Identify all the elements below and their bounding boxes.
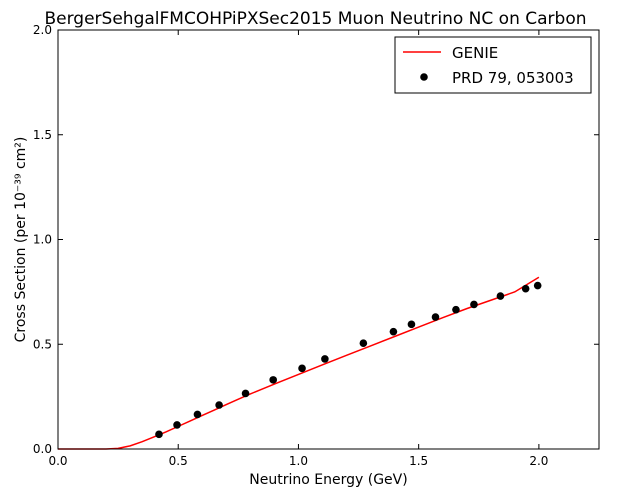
legend: GENIE PRD 79, 053003 xyxy=(394,36,592,94)
data-point xyxy=(496,292,505,300)
data-point xyxy=(389,327,398,336)
plot-frame xyxy=(57,29,600,450)
data-point xyxy=(521,284,530,293)
legend-data-swatch xyxy=(420,73,428,81)
data-point xyxy=(298,364,306,373)
x-tick-label: 2.0 xyxy=(529,454,548,468)
data-point xyxy=(173,421,181,429)
y-axis-label: Cross Section (per 10⁻³⁹ cm²) xyxy=(13,137,29,343)
y-tick-label: 0.5 xyxy=(33,337,52,351)
x-tick-label: 0.5 xyxy=(169,454,188,468)
data-point xyxy=(407,320,416,329)
tick-labels: 0.0 0.5 1.0 1.5 2.0 0.0 0.5 1.0 1.5 2.0 xyxy=(33,23,549,468)
data-point xyxy=(452,305,460,314)
data-point xyxy=(269,376,277,384)
x-axis-label: Neutrino Energy (GeV) xyxy=(249,472,407,488)
y-tick-label: 1.5 xyxy=(33,128,52,142)
plot-area xyxy=(58,276,542,450)
data-point xyxy=(431,313,440,321)
x-tick-label: 1.5 xyxy=(409,454,428,468)
data-point xyxy=(215,401,223,409)
x-tick-label: 1.0 xyxy=(289,454,308,468)
genie-curve xyxy=(58,276,540,450)
data-point xyxy=(533,281,542,290)
data-point xyxy=(241,389,250,398)
legend-data-label: PRD 79, 053003 xyxy=(452,69,574,87)
y-tick-label: 1.0 xyxy=(33,233,52,247)
data-point xyxy=(193,410,202,419)
y-tick-label: 0.0 xyxy=(33,442,52,456)
data-point xyxy=(470,300,478,309)
y-tick-label: 2.0 xyxy=(33,23,52,37)
data-point xyxy=(359,339,368,348)
chart-title: BergerSehgalFMCOHPiPXSec2015 Muon Neutri… xyxy=(45,9,587,29)
x-tick-label: 0.0 xyxy=(48,454,67,468)
legend-box xyxy=(394,36,592,94)
data-point xyxy=(155,430,163,439)
legend-genie-label: GENIE xyxy=(452,44,498,62)
data-point xyxy=(321,355,329,363)
